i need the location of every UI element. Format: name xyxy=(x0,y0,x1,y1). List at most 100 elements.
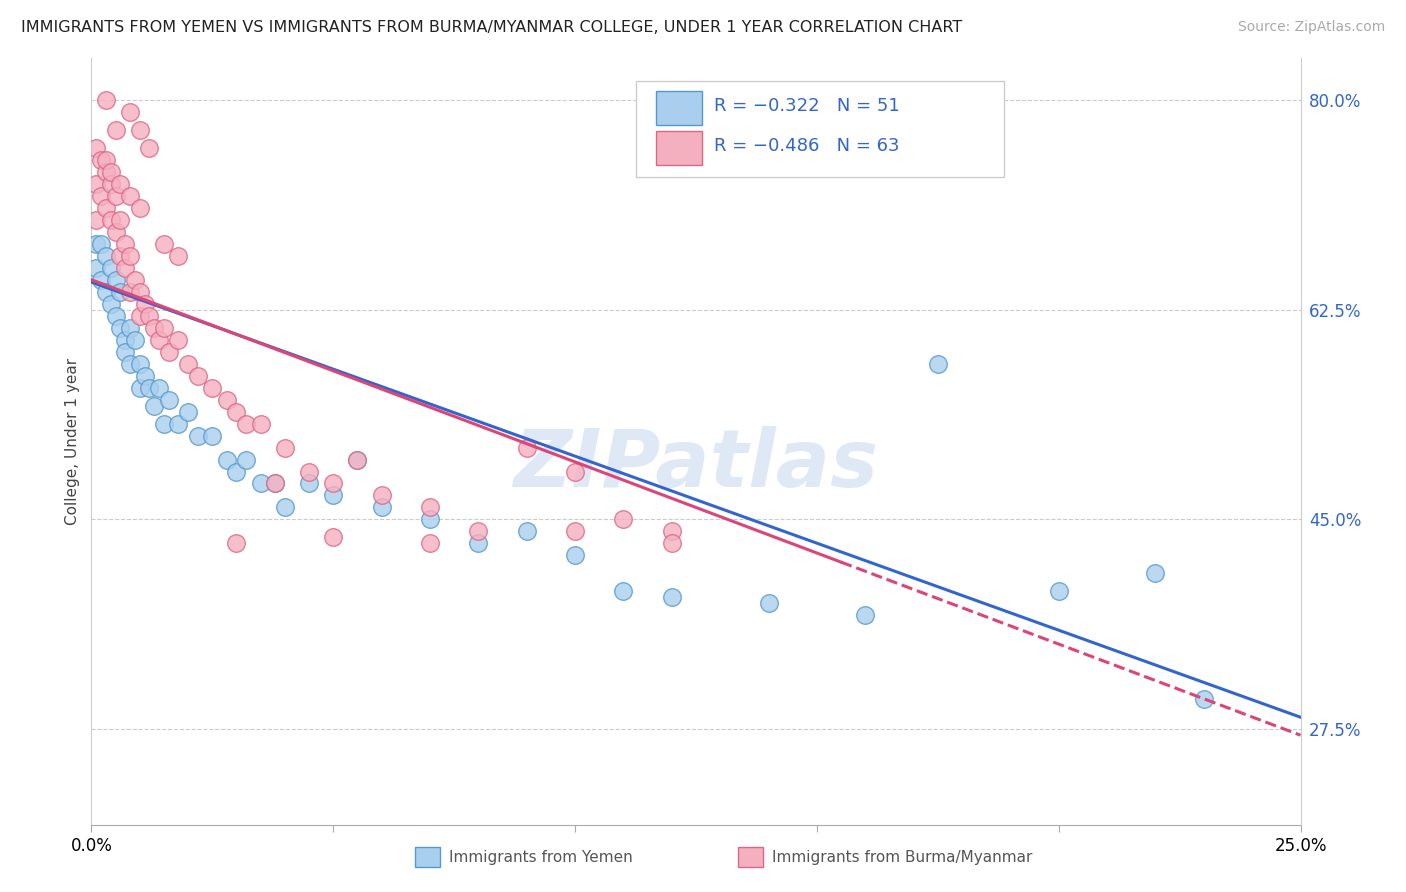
Point xyxy=(167,249,190,263)
Point xyxy=(110,249,132,263)
Point xyxy=(298,476,321,491)
Point xyxy=(104,189,127,203)
Point xyxy=(120,357,142,371)
Point xyxy=(120,320,142,334)
Point xyxy=(124,273,146,287)
Point xyxy=(110,212,132,227)
Point xyxy=(110,320,132,334)
Point xyxy=(249,476,271,491)
Point xyxy=(187,368,209,383)
Point xyxy=(1144,566,1167,581)
Y-axis label: College, Under 1 year: College, Under 1 year xyxy=(65,358,80,525)
Point xyxy=(134,296,156,310)
Text: ZIPatlas: ZIPatlas xyxy=(513,425,879,504)
Point xyxy=(138,309,160,323)
Point xyxy=(346,452,368,467)
Point xyxy=(120,189,142,203)
Point xyxy=(235,452,257,467)
Point xyxy=(143,399,166,413)
Point xyxy=(148,333,170,347)
Point xyxy=(143,320,166,334)
Point xyxy=(94,165,117,179)
Point xyxy=(128,285,150,299)
Point xyxy=(84,177,107,191)
Point xyxy=(110,285,132,299)
Point xyxy=(167,417,190,431)
Point xyxy=(124,333,146,347)
Point xyxy=(322,530,344,544)
Point xyxy=(128,123,150,137)
Point xyxy=(215,392,238,407)
Point xyxy=(419,512,441,526)
Point xyxy=(104,273,127,287)
Point xyxy=(138,141,160,155)
Point xyxy=(235,417,257,431)
Point xyxy=(225,465,247,479)
Point xyxy=(94,93,117,107)
Point xyxy=(128,201,150,215)
Text: R = −0.486   N = 63: R = −0.486 N = 63 xyxy=(714,137,900,155)
Point xyxy=(419,536,441,550)
Point xyxy=(114,344,136,359)
Point xyxy=(100,212,122,227)
Point xyxy=(298,465,321,479)
Point xyxy=(419,500,441,515)
Point xyxy=(120,249,142,263)
Point xyxy=(264,476,287,491)
Point xyxy=(100,165,122,179)
Point xyxy=(157,392,180,407)
Point xyxy=(100,296,122,310)
Point xyxy=(661,524,683,539)
Point xyxy=(114,260,136,275)
Point xyxy=(274,500,297,515)
Point xyxy=(322,488,344,502)
Point xyxy=(467,524,489,539)
Point xyxy=(94,153,117,167)
Point xyxy=(84,212,107,227)
Point xyxy=(84,236,107,251)
Point xyxy=(1047,584,1070,599)
Point xyxy=(249,417,271,431)
Point xyxy=(187,428,209,442)
Point xyxy=(84,260,107,275)
Point xyxy=(927,357,949,371)
Point xyxy=(128,381,150,395)
Point xyxy=(467,536,489,550)
Point xyxy=(90,236,112,251)
Point xyxy=(264,476,287,491)
Text: R = −0.322   N = 51: R = −0.322 N = 51 xyxy=(714,97,900,115)
Point xyxy=(114,333,136,347)
Point xyxy=(90,153,112,167)
Point xyxy=(120,104,142,119)
Bar xyxy=(415,847,440,867)
Point xyxy=(153,236,176,251)
Point xyxy=(128,309,150,323)
Point xyxy=(138,381,160,395)
Point xyxy=(100,260,122,275)
Point xyxy=(84,141,107,155)
Point xyxy=(370,488,392,502)
Point xyxy=(104,225,127,239)
Point xyxy=(90,273,112,287)
Point xyxy=(201,381,224,395)
Bar xyxy=(657,131,702,165)
Point xyxy=(153,320,176,334)
Point xyxy=(612,584,634,599)
Point xyxy=(274,441,297,455)
Point xyxy=(201,428,224,442)
Point xyxy=(94,249,117,263)
Point xyxy=(110,177,132,191)
Point xyxy=(225,536,247,550)
Point xyxy=(90,189,112,203)
Point xyxy=(225,404,247,418)
Point xyxy=(612,512,634,526)
Point xyxy=(322,476,344,491)
Point xyxy=(346,452,368,467)
Text: Immigrants from Burma/Myanmar: Immigrants from Burma/Myanmar xyxy=(772,850,1032,864)
FancyBboxPatch shape xyxy=(636,81,1004,177)
Point xyxy=(516,524,538,539)
Bar xyxy=(738,847,763,867)
Point xyxy=(100,177,122,191)
Point xyxy=(177,404,200,418)
Text: IMMIGRANTS FROM YEMEN VS IMMIGRANTS FROM BURMA/MYANMAR COLLEGE, UNDER 1 YEAR COR: IMMIGRANTS FROM YEMEN VS IMMIGRANTS FROM… xyxy=(21,20,962,35)
